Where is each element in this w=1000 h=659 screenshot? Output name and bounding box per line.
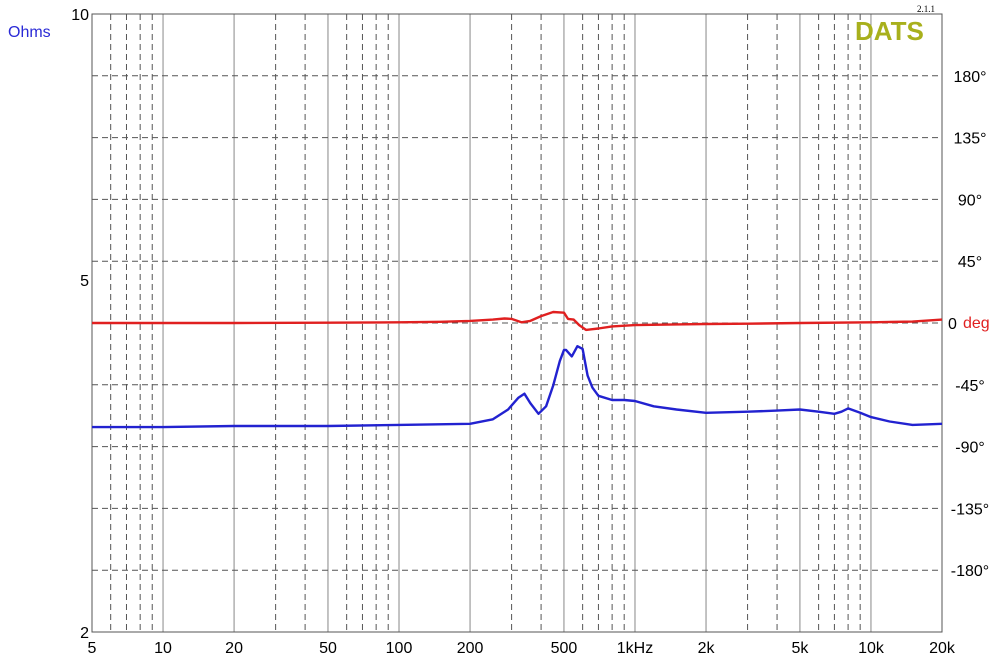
left-axis-label: Ohms bbox=[8, 24, 51, 41]
right-tick-label: -135° bbox=[951, 501, 989, 518]
series-layer bbox=[92, 310, 943, 429]
left-tick-label: 2 bbox=[80, 625, 89, 642]
right-axis-unit-label: deg bbox=[963, 315, 990, 332]
x-tick-label: 100 bbox=[386, 640, 413, 657]
left-tick-labels: 10 5 2 bbox=[71, 7, 89, 642]
x-tick-label: 10k bbox=[858, 640, 885, 657]
right-tick-labels: 180° 135° 90° 45° 0 -45° -90° -135° -180° bbox=[948, 69, 989, 580]
phase-series-line bbox=[92, 310, 943, 332]
x-tick-label: 1kHz bbox=[617, 640, 653, 657]
x-tick-labels: 5 10 20 50 100 200 500 1kHz 2k 5k 10k 20k bbox=[88, 640, 956, 657]
right-tick-label: 90° bbox=[958, 192, 982, 209]
right-tick-label: 45° bbox=[958, 254, 982, 271]
x-tick-label: 500 bbox=[551, 640, 578, 657]
x-tick-label: 10 bbox=[154, 640, 172, 657]
x-tick-label: 50 bbox=[319, 640, 337, 657]
left-tick-label: 10 bbox=[71, 7, 89, 24]
right-tick-label: -45° bbox=[955, 378, 985, 395]
right-tick-label: 135° bbox=[953, 131, 986, 148]
brand-version: 2.1.1 bbox=[917, 4, 935, 14]
x-tick-label: 5k bbox=[791, 640, 809, 657]
x-tick-label: 2k bbox=[698, 640, 716, 657]
left-tick-label: 5 bbox=[80, 273, 89, 290]
right-tick-label: 0 bbox=[948, 316, 957, 333]
right-tick-label: -180° bbox=[951, 563, 989, 580]
x-tick-label: 20k bbox=[929, 640, 956, 657]
right-tick-label: -90° bbox=[955, 440, 985, 457]
x-tick-label: 20 bbox=[225, 640, 243, 657]
x-tick-label: 5 bbox=[88, 640, 97, 657]
brand-logo: DATS bbox=[855, 16, 924, 46]
x-tick-label: 200 bbox=[457, 640, 484, 657]
right-tick-label: 180° bbox=[953, 69, 986, 86]
impedance-series-line bbox=[92, 345, 943, 429]
